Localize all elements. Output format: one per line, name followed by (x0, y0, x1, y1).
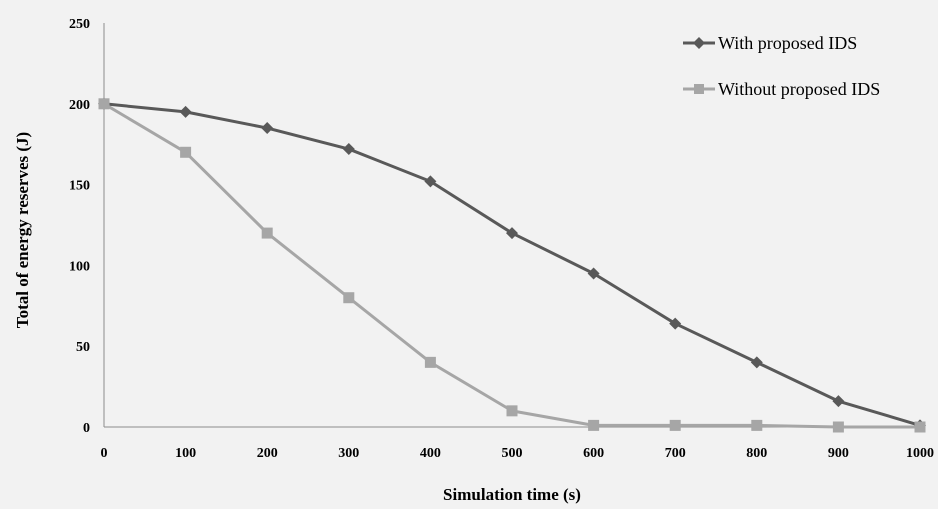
data-point (343, 292, 355, 304)
data-point (914, 421, 926, 433)
x-tick-label: 0 (101, 446, 108, 461)
data-point (180, 146, 192, 158)
x-tick-labels: 0 100 200 300 400 500 600 700 800 900 1000 (101, 446, 935, 461)
series-0 (98, 97, 926, 432)
data-point (750, 356, 763, 369)
data-point (424, 356, 436, 368)
y-tick-label: 0 (83, 421, 90, 436)
data-point (588, 419, 600, 431)
x-tick-label: 700 (665, 446, 686, 461)
y-tick-label: 100 (69, 259, 90, 274)
y-tick-label: 250 (69, 17, 90, 32)
x-tick-label: 200 (257, 446, 278, 461)
data-point (669, 419, 681, 431)
data-point (179, 105, 192, 118)
legend-item-with-ids: With proposed IDS (683, 33, 857, 53)
legend-marker-diamond (693, 37, 705, 49)
x-tick-label: 1000 (906, 446, 934, 461)
x-tick-label: 100 (175, 446, 196, 461)
y-axis-title: Total of energy reserves (J) (13, 132, 32, 328)
data-point (424, 175, 437, 188)
legend: With proposed IDS Without proposed IDS (683, 33, 880, 99)
data-point (506, 227, 518, 240)
data-point (261, 122, 274, 135)
data-point (261, 227, 273, 239)
x-tick-label: 300 (338, 446, 359, 461)
legend-item-without-ids: Without proposed IDS (683, 79, 880, 99)
series-line (103, 102, 920, 429)
y-tick-label: 200 (69, 98, 90, 113)
series-line (103, 102, 921, 427)
y-tick-label: 150 (69, 179, 90, 194)
x-tick-label: 400 (420, 446, 441, 461)
x-axis-title: Simulation time (s) (443, 485, 581, 504)
data-point (506, 405, 518, 417)
data-point (832, 395, 845, 408)
data-point (751, 419, 763, 431)
data-point (832, 421, 844, 433)
legend-marker-square (694, 84, 704, 94)
x-tick-label: 500 (502, 446, 523, 461)
x-tick-label: 600 (583, 446, 604, 461)
y-tick-labels: 0 50 100 150 200 250 (69, 17, 90, 436)
legend-label-with-ids: With proposed IDS (718, 33, 857, 53)
x-tick-label: 900 (828, 446, 849, 461)
data-point (587, 267, 600, 280)
legend-label-without-ids: Without proposed IDS (718, 79, 880, 99)
series-1 (98, 98, 926, 433)
data-point (669, 317, 682, 330)
data-point (342, 143, 355, 156)
y-tick-label: 50 (76, 340, 90, 355)
data-point (98, 98, 110, 110)
series-layer (98, 97, 926, 433)
x-tick-label: 800 (746, 446, 767, 461)
